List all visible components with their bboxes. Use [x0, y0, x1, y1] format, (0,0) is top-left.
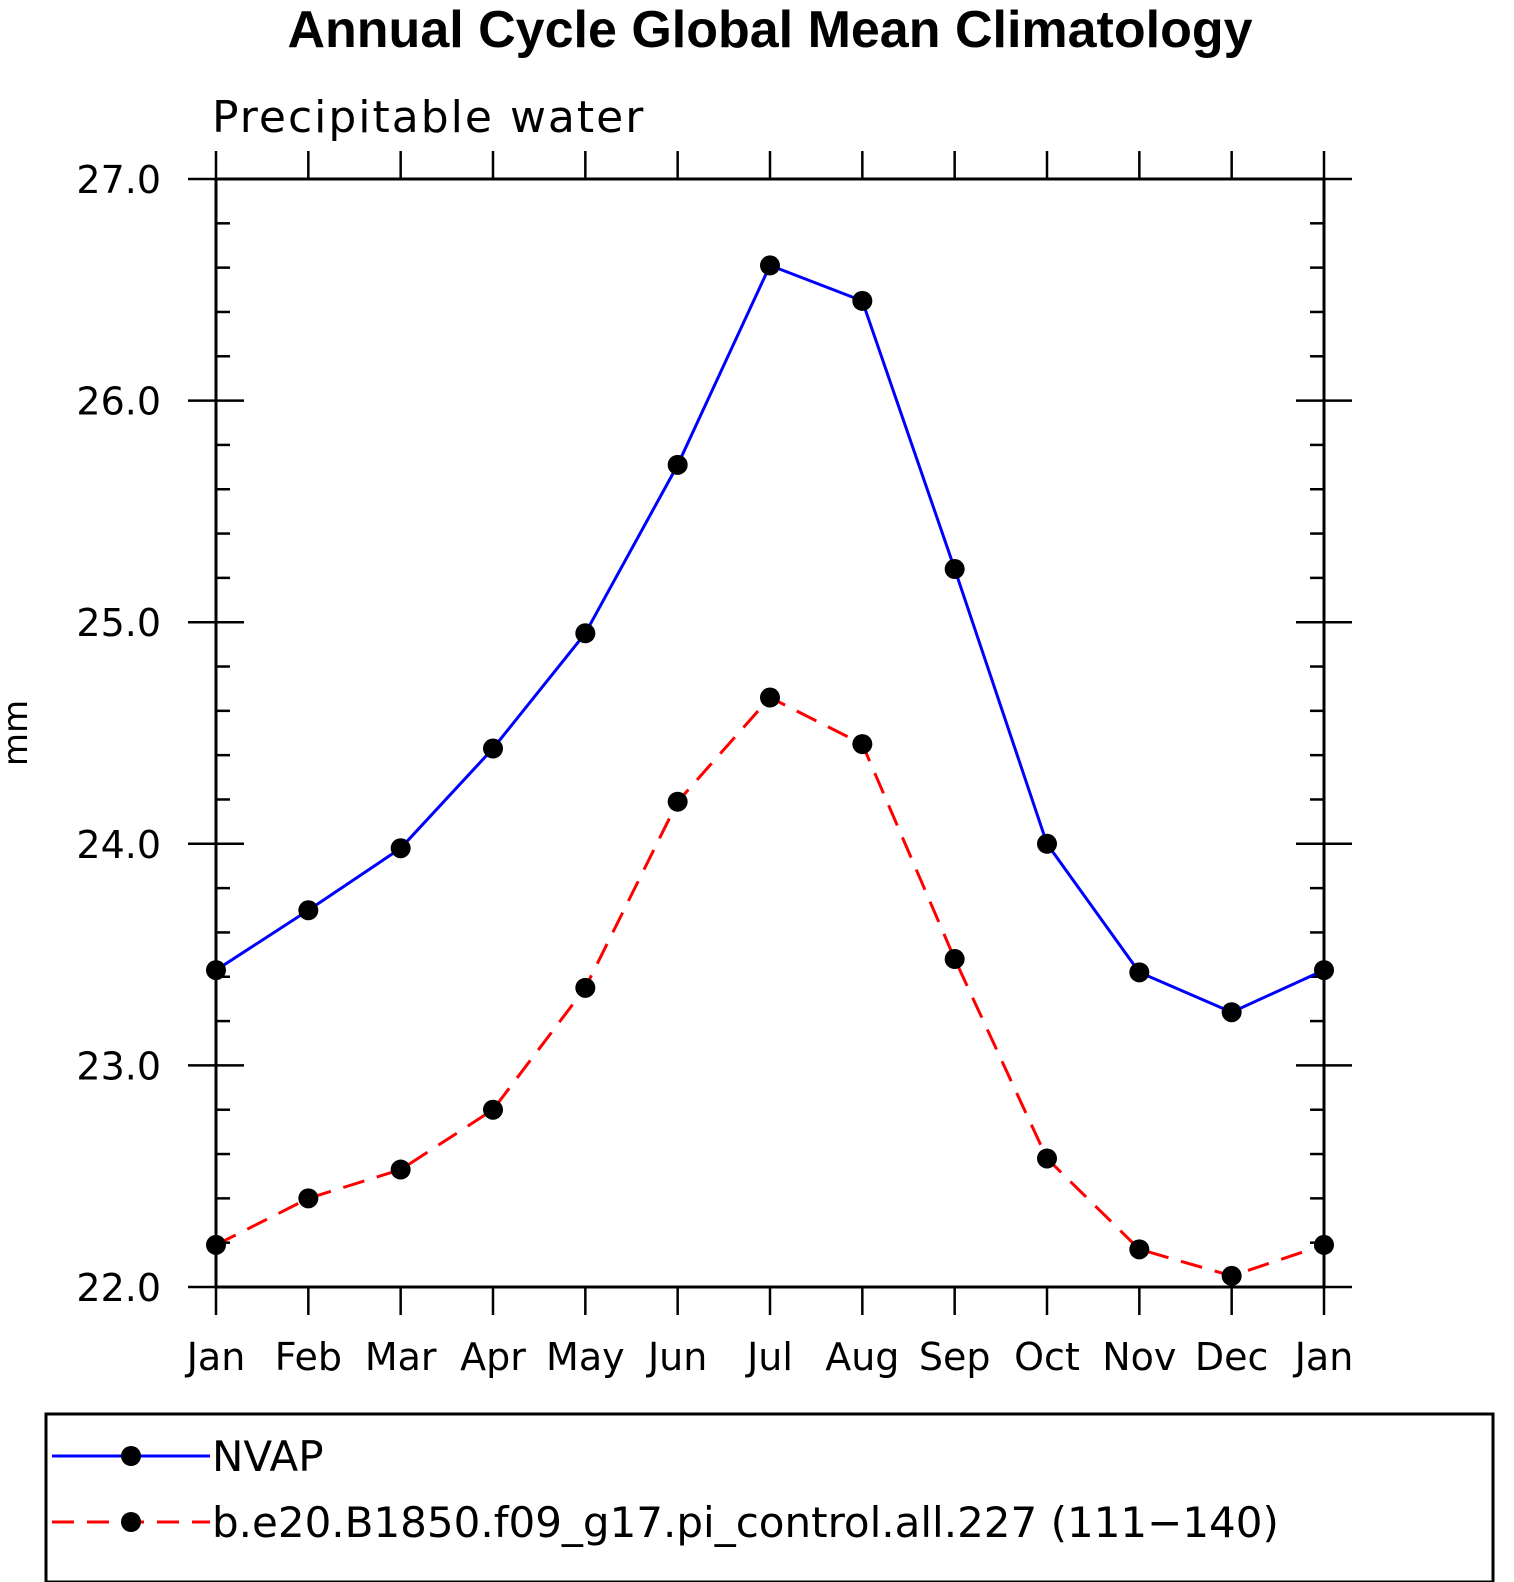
- series-0-point: [852, 290, 873, 311]
- series-0-point: [944, 559, 965, 580]
- y-tick-labels: 22.0 23.0 24.0 25.0 26.0 27.0: [76, 158, 161, 1310]
- x-tick-label: Apr: [460, 1335, 526, 1379]
- series-1-point: [575, 977, 596, 998]
- x-tick-label: Mar: [365, 1335, 437, 1379]
- axis-ticks: [188, 151, 1352, 1315]
- series-1-point: [390, 1159, 411, 1180]
- y-tick-label: 23.0: [76, 1044, 161, 1088]
- series-0-point: [483, 738, 503, 759]
- series-1-point: [852, 734, 873, 755]
- series-1-point: [298, 1188, 319, 1209]
- series-0-point: [1221, 1002, 1242, 1023]
- legend-box: [44, 1412, 1495, 1582]
- legend: NVAP b.e20.B1850.f09_g17.pi_control.all.…: [44, 1412, 1495, 1582]
- x-tick-label: Feb: [275, 1335, 342, 1379]
- chart-subtitle: Precipitable water: [212, 92, 645, 143]
- y-tick-label: 26.0: [76, 380, 161, 424]
- series-0-point: [390, 838, 411, 859]
- legend-marker-model: [121, 1512, 141, 1532]
- y-tick-label: 22.0: [76, 1266, 161, 1310]
- series-line-1: [215, 695, 1325, 1278]
- x-tick-label: Aug: [825, 1335, 899, 1379]
- series-1-point: [483, 1099, 503, 1120]
- series-0-point: [1314, 960, 1334, 981]
- series-1-point: [206, 1234, 226, 1255]
- x-tick-label: Jan: [185, 1335, 246, 1379]
- series-0-point: [760, 255, 780, 276]
- y-axis-label: mm: [0, 700, 36, 766]
- x-tick-label: Nov: [1102, 1335, 1176, 1379]
- legend-marker-nvap: [121, 1446, 141, 1466]
- x-tick-label: Jun: [646, 1335, 707, 1379]
- series-1-point: [1129, 1239, 1150, 1260]
- series-1-point: [760, 687, 780, 708]
- series-0-point: [1129, 962, 1150, 983]
- legend-label-nvap: NVAP: [212, 1432, 324, 1481]
- series-1-point: [1314, 1234, 1334, 1255]
- series-0-point: [667, 454, 688, 475]
- x-tick-label: May: [546, 1335, 625, 1379]
- series-1-point: [944, 949, 965, 970]
- legend-label-model: b.e20.B1850.f09_g17.pi_control.all.227 (…: [212, 1498, 1279, 1547]
- series-0-point: [1037, 833, 1057, 854]
- x-tick-label: Jan: [1293, 1335, 1354, 1379]
- series-0-point: [575, 623, 596, 644]
- plot-frame: [214, 177, 1326, 1289]
- series-layer: [206, 255, 1334, 1286]
- x-tick-label: Sep: [919, 1335, 991, 1379]
- x-tick-labels: Jan Feb Mar Apr May Jun Jul Aug Sep Oct Nov Dec Jan: [185, 1335, 1354, 1379]
- x-tick-label: Dec: [1195, 1335, 1269, 1379]
- y-tick-label: 25.0: [76, 601, 161, 645]
- series-0-point: [298, 900, 319, 921]
- series-0-point: [206, 960, 226, 981]
- series-1-point: [1221, 1265, 1242, 1286]
- x-tick-label: Jul: [745, 1335, 793, 1379]
- x-tick-label: Oct: [1014, 1335, 1080, 1379]
- chart-title: Annual Cycle Global Mean Climatology: [287, 1, 1252, 59]
- y-tick-label: 27.0: [76, 158, 161, 202]
- series-1-point: [667, 791, 688, 812]
- series-line-0: [215, 263, 1325, 1014]
- series-1-point: [1037, 1148, 1057, 1169]
- y-tick-label: 24.0: [76, 823, 161, 867]
